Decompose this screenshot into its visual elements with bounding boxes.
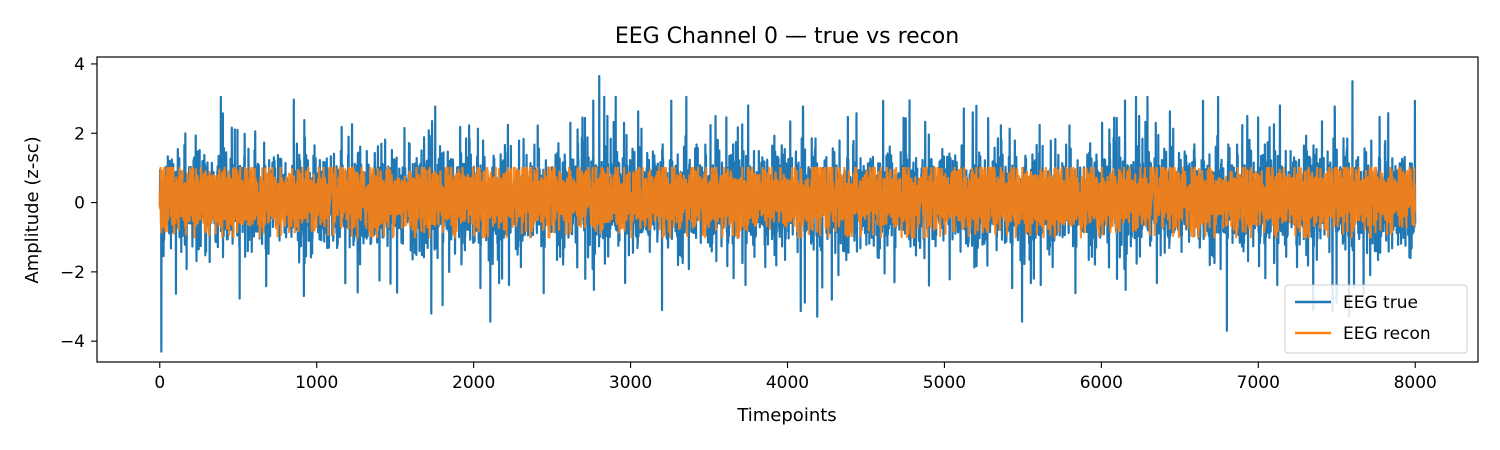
x-tick-label: 3000	[609, 373, 652, 393]
y-axis-ticks: −4 −2 0 2 4	[60, 55, 97, 352]
x-tick-label: 6000	[1080, 373, 1123, 393]
y-axis-label: Amplitude (z-sc)	[22, 136, 43, 283]
x-tick-label: 1000	[295, 373, 338, 393]
x-axis-label: Timepoints	[736, 405, 836, 426]
y-tick-label: 0	[74, 194, 85, 214]
x-tick-label: 4000	[766, 373, 809, 393]
x-tick-label: 2000	[452, 373, 495, 393]
series-line-eeg-recon	[158, 166, 1417, 239]
y-tick-label: −2	[60, 263, 85, 283]
x-tick-label: 0	[154, 373, 165, 393]
x-axis-ticks: 0 1000 2000 3000 4000 5000 6000 7000 8000	[154, 362, 1437, 393]
y-tick-label: −4	[60, 332, 85, 352]
x-tick-label: 7000	[1237, 373, 1280, 393]
legend-label-eeg-recon: EEG recon	[1343, 324, 1431, 344]
chart-title: EEG Channel 0 — true vs recon	[615, 24, 959, 49]
x-tick-label: 8000	[1394, 373, 1437, 393]
y-tick-label: 2	[74, 124, 85, 144]
x-tick-label: 5000	[923, 373, 966, 393]
legend: EEG true EEG recon	[1284, 284, 1468, 354]
legend-label-eeg-true: EEG true	[1343, 293, 1418, 313]
y-tick-label: 4	[74, 55, 85, 75]
